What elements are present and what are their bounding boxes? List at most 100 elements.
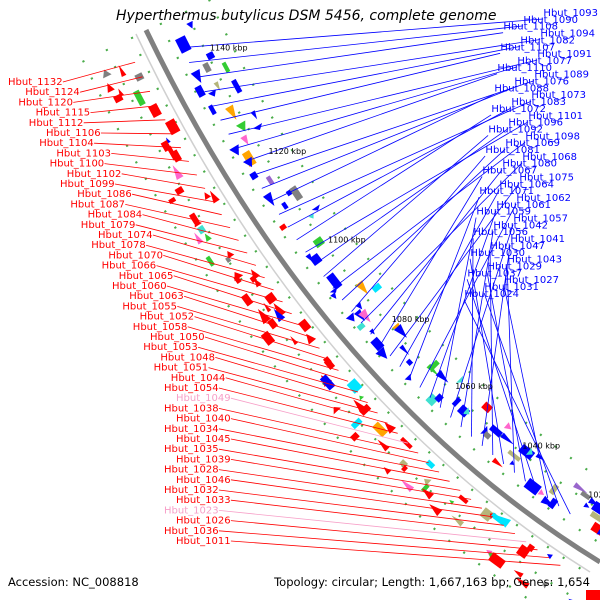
- leader-line-plus: [419, 203, 517, 388]
- corner-feature-marker: [586, 590, 600, 600]
- leader-line-minus: [111, 153, 189, 162]
- gene-label-minus: Hbut_1034: [164, 424, 219, 435]
- gene-label-minus: Hbut_1124: [25, 87, 80, 98]
- gene-label-minus: Hbut_1074: [98, 230, 153, 241]
- gene-arrow: [262, 191, 275, 207]
- leader-line-plus: [466, 279, 537, 490]
- gene-label-plus: Hbut_1108: [503, 22, 558, 33]
- leader-line-plus: [409, 196, 480, 378]
- gene-label-plus: Hbut_1064: [499, 179, 554, 190]
- leader-line-plus: [483, 292, 560, 507]
- gene-labels: Hbut_1093Hbut_1090Hbut_1108Hbut_1094Hbut…: [8, 8, 598, 547]
- gene-arrow: [252, 123, 263, 131]
- gene-label-plus: Hbut_1067: [482, 166, 537, 177]
- gene-arrow: [359, 395, 365, 401]
- gene-block: [350, 431, 360, 442]
- gene-block: [281, 201, 289, 210]
- gene-arrow: [355, 302, 363, 310]
- gene-block: [249, 171, 259, 181]
- gene-label-plus: Hbut_1080: [502, 159, 557, 170]
- gene-block: [174, 185, 185, 196]
- gene-block: [458, 494, 469, 505]
- gene-block: [523, 477, 542, 496]
- gene-arrow: [509, 460, 515, 466]
- gene-label-minus: Hbut_1065: [119, 271, 174, 282]
- gene-block: [231, 78, 243, 94]
- gene-label-plus: Hbut_1110: [497, 63, 552, 74]
- leader-line-minus: [132, 193, 222, 216]
- gene-label-minus: Hbut_1086: [77, 189, 132, 200]
- gene-label-plus: Hbut_1088: [494, 83, 549, 94]
- gene-block: [168, 196, 177, 205]
- gene-arrow: [542, 582, 549, 589]
- leader-line-plus: [196, 32, 504, 78]
- gene-block: [260, 330, 276, 346]
- leader-line-minus: [163, 255, 274, 291]
- gene-label-plus: Hbut_1072: [491, 104, 546, 115]
- leader-line-pseudo: [230, 397, 408, 444]
- gene-label-minus: Hbut_1058: [133, 322, 188, 333]
- leader-line-minus: [197, 346, 359, 393]
- gene-arrow: [500, 432, 514, 445]
- gene-block: [401, 465, 408, 473]
- gene-block: [221, 61, 231, 73]
- gene-arrow: [329, 286, 338, 293]
- gene-label-plus: Hbut_1073: [531, 90, 586, 101]
- gene-block: [482, 431, 492, 440]
- gene-block: [591, 500, 600, 516]
- gene-arrow: [421, 488, 434, 500]
- gene-arrow: [190, 69, 202, 84]
- leader-line-minus: [230, 520, 538, 551]
- leader-line-plus: [314, 128, 509, 265]
- gene-label-plus: Hbut_1059: [476, 207, 531, 218]
- gene-label-plus: Hbut_1082: [520, 35, 575, 46]
- leader-line-minus: [62, 61, 136, 83]
- leader-line-minus: [218, 489, 504, 526]
- leader-line-minus: [194, 316, 330, 360]
- gene-label-minus: Hbut_1115: [36, 108, 91, 119]
- gene-block: [279, 223, 288, 232]
- gene-arrow: [225, 104, 237, 120]
- gene-block: [346, 378, 363, 394]
- gene-label-plus: Hbut_1030: [470, 248, 525, 259]
- gene-block: [205, 255, 216, 267]
- gene-label-minus: Hbut_1032: [164, 485, 219, 496]
- leader-line-plus: [486, 272, 526, 482]
- gene-block: [425, 459, 436, 470]
- leader-line-plus: [244, 73, 498, 162]
- gene-arrow: [330, 292, 337, 299]
- gene-block: [134, 72, 145, 82]
- leader-line-minus: [100, 132, 174, 135]
- gene-label-plus: Hbut_1047: [490, 241, 545, 252]
- gene-arrow: [209, 190, 220, 204]
- gene-arrow: [257, 308, 272, 325]
- accession-label: Accession: NC_008818: [8, 575, 139, 589]
- leader-line-minus: [152, 234, 257, 266]
- leader-line-plus: [463, 299, 571, 515]
- gene-label-minus: Hbut_1112: [29, 118, 84, 129]
- leader-line-plus: [236, 66, 518, 149]
- gene-block: [589, 510, 600, 524]
- gene-block: [451, 396, 462, 407]
- leader-line-minus: [218, 530, 550, 558]
- leader-line-minus: [173, 275, 292, 315]
- gene-arrow: [404, 373, 412, 381]
- leader-line-plus: [270, 93, 495, 202]
- leader-line-plus: [399, 190, 500, 367]
- leader-line-plus: [220, 52, 501, 121]
- gene-block: [164, 118, 181, 136]
- leader-line-minus: [218, 469, 482, 509]
- leader-line-plus: [212, 46, 521, 107]
- leader-line-plus: [305, 121, 529, 253]
- gene-label-minus: Hbut_1102: [67, 169, 122, 180]
- gene-arrow: [358, 308, 371, 323]
- leader-line-minus: [166, 285, 302, 326]
- leader-line-plus: [341, 148, 506, 301]
- gene-label-pseudo: Hbut_1023: [164, 505, 219, 516]
- gene-label-plus: Hbut_1077: [517, 56, 572, 67]
- leader-line-minus: [218, 387, 398, 434]
- gene-arrow: [369, 328, 375, 335]
- gene-arrow: [242, 156, 253, 168]
- gene-arrow: [186, 20, 193, 29]
